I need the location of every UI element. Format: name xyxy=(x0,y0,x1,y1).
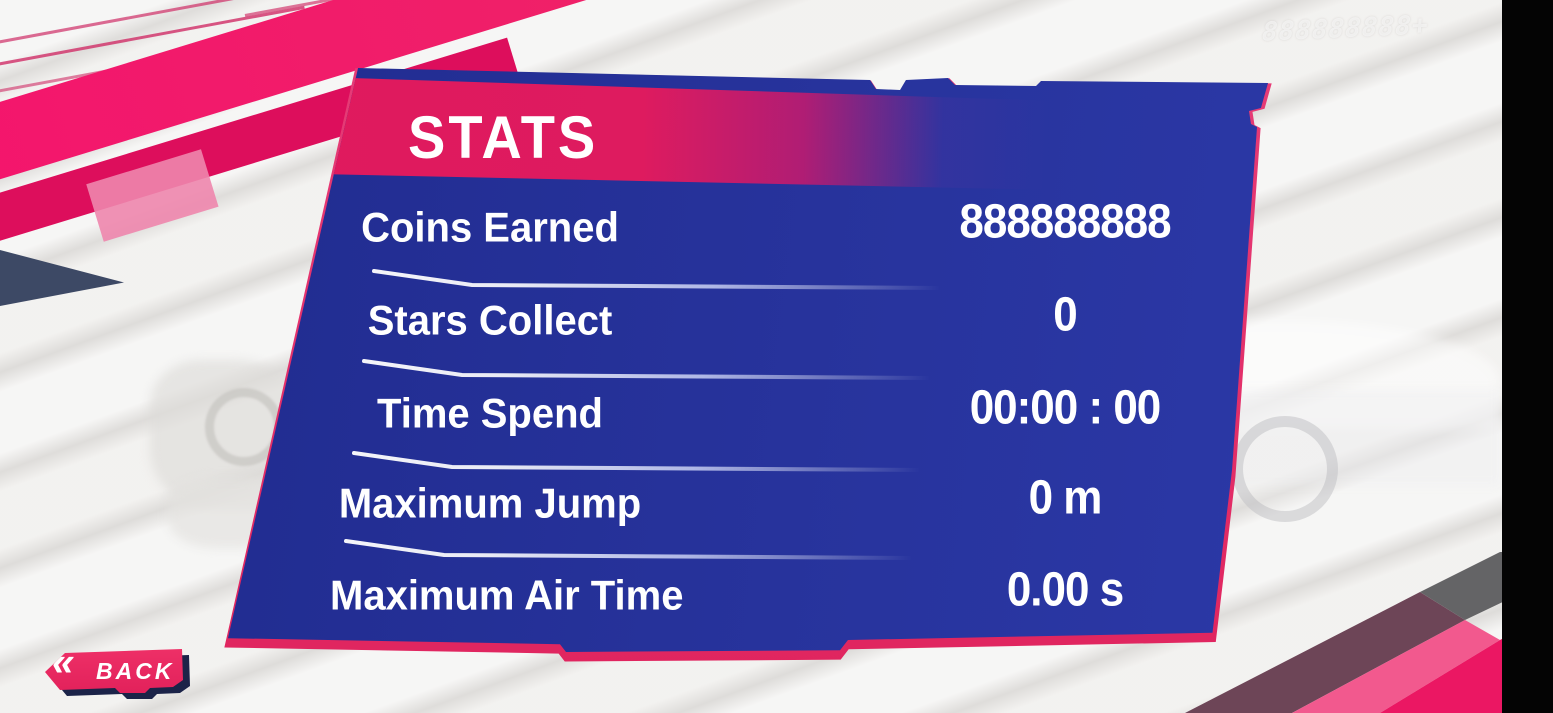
row-divider xyxy=(352,451,922,472)
row-divider xyxy=(344,539,914,560)
stat-value-stars-collect: 0 xyxy=(1053,287,1077,342)
back-button[interactable]: « BACK xyxy=(28,645,218,703)
stat-value-maximum-air-time: 0.00 s xyxy=(1006,562,1124,617)
row-divider xyxy=(362,359,932,380)
double-chevron-left-icon: « xyxy=(52,640,75,684)
back-button-face: « BACK xyxy=(45,649,183,693)
stat-value-time-spend: 00:00 : 00 xyxy=(969,380,1162,435)
stat-value-maximum-jump: 0 m xyxy=(1028,470,1103,525)
stat-label-stars-collect: Stars Collect xyxy=(367,297,613,345)
back-button-label: BACK xyxy=(96,658,175,684)
stat-label-maximum-air-time: Maximum Air Time xyxy=(330,572,684,620)
stat-label-maximum-jump: Maximum Jump xyxy=(338,480,642,528)
stat-value-coins-earned: 888888888 xyxy=(959,194,1171,249)
coin-add-icon[interactable]: + xyxy=(1410,10,1430,42)
panel-body: STATS Coins Earned 888888888 Stars Colle… xyxy=(227,68,1269,652)
page-title: STATS xyxy=(408,103,599,172)
screen-edge-black-bar xyxy=(1502,0,1553,713)
stats-panel: STATS Coins Earned 888888888 Stars Colle… xyxy=(216,58,1276,662)
stat-label-coins-earned: Coins Earned xyxy=(361,204,619,252)
stat-label-time-spend: Time Spend xyxy=(377,390,603,438)
row-divider xyxy=(372,269,942,290)
